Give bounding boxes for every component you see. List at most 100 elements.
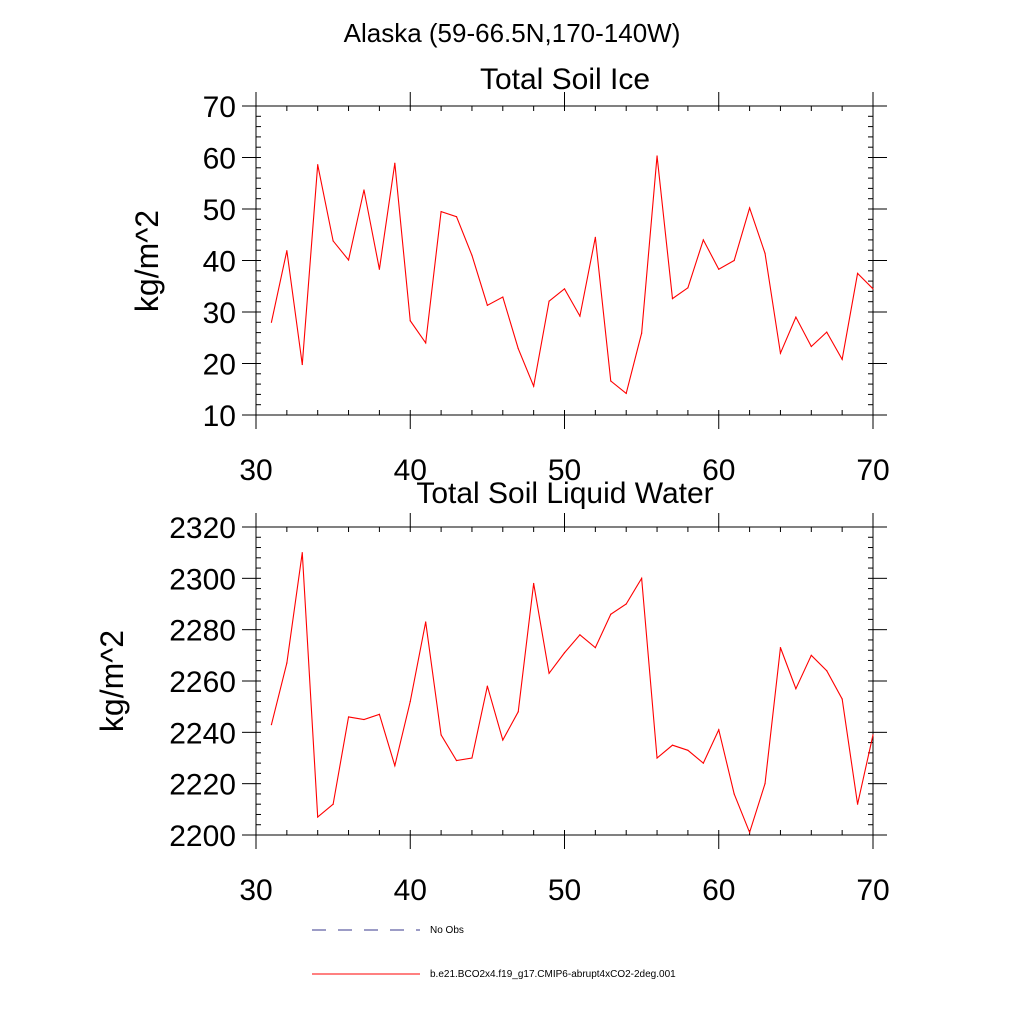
panel-2-y-tick-label: 2300 bbox=[169, 563, 236, 596]
panel-1-y-tick-label: 20 bbox=[203, 349, 236, 382]
panel-2-data-point bbox=[286, 662, 288, 664]
panel-2-data-point bbox=[347, 716, 350, 718]
panel-1-data-point bbox=[286, 250, 288, 252]
panel-2-y-tick-label: 2320 bbox=[169, 512, 236, 545]
panel-2-data-point bbox=[471, 757, 473, 759]
panel-1-data-point bbox=[502, 296, 504, 298]
panel-2-data-point bbox=[455, 759, 458, 762]
figure-suptitle: Alaska (59-66.5N,170-140W) bbox=[344, 18, 681, 48]
panel-2-data-point bbox=[671, 744, 674, 746]
panel-2-data-point bbox=[795, 688, 797, 690]
panel-1-y-tick-label: 10 bbox=[203, 400, 236, 433]
panel-2-data-point bbox=[810, 654, 812, 656]
panel-1-data-point bbox=[687, 287, 689, 289]
panel-2-data-point bbox=[764, 783, 766, 785]
panel-1-y-tick-label: 60 bbox=[203, 143, 236, 176]
panel-2-x-tick-label: 40 bbox=[394, 874, 427, 907]
panel-2-data-point bbox=[517, 711, 519, 713]
panel-1-data-point bbox=[517, 347, 519, 350]
panel-total-soil-liquid-water: Total Soil Liquid Water kg/m^2 30 40 50 60 7… bbox=[94, 477, 890, 907]
panel-1-data-point bbox=[347, 259, 350, 261]
panel-2-data-point bbox=[394, 765, 396, 767]
panel-1-data-point bbox=[409, 320, 411, 322]
panel-2-data-point bbox=[594, 647, 596, 649]
panel-1-data-point bbox=[332, 240, 334, 242]
panel-2-data-point bbox=[440, 734, 442, 736]
panel-2-ylabel: kg/m^2 bbox=[94, 630, 130, 732]
panel-1-data-point bbox=[563, 288, 566, 290]
panel-2-frame bbox=[255, 526, 874, 836]
panel-2-data-point bbox=[856, 803, 859, 805]
panel-2-data-point bbox=[779, 647, 782, 649]
panel-1-data-point bbox=[594, 236, 596, 238]
panel-1-data-point bbox=[301, 363, 303, 366]
panel-2-data-point bbox=[733, 793, 735, 795]
panel-2-data-point bbox=[579, 634, 581, 636]
panel-2-x-tick-label: 60 bbox=[702, 874, 735, 907]
panel-2-data-point bbox=[641, 577, 643, 579]
panel-1-y-tick-label: 40 bbox=[203, 246, 236, 279]
panel-1-data-point bbox=[656, 155, 658, 157]
panel-1-data-point bbox=[764, 252, 766, 254]
panel-2-y-tick-label: 2200 bbox=[169, 820, 236, 853]
panel-2-data-point bbox=[841, 698, 843, 700]
panel-1-x-tick-label: 40 bbox=[394, 454, 427, 487]
panel-2-data-point bbox=[486, 685, 488, 687]
panel-1-data-point bbox=[440, 210, 442, 213]
panel-1-data-point bbox=[455, 216, 458, 218]
panel-1-data-point bbox=[610, 380, 612, 382]
panel-1-x-tick-label: 50 bbox=[548, 454, 581, 487]
panel-1-data-point bbox=[702, 239, 704, 241]
panel-2-data-point bbox=[610, 613, 612, 615]
panel-1-data-point bbox=[795, 316, 797, 318]
panel-1-data-point bbox=[425, 342, 427, 344]
legend: No Obs b.e21.BCO2x4.f19_g17.CMIP6-abrupt… bbox=[312, 925, 676, 980]
panel-1-data-point bbox=[579, 315, 581, 317]
panel-2-data-point bbox=[826, 670, 828, 672]
panel-1-ylabel: kg/m^2 bbox=[129, 210, 165, 312]
panel-1-data-point bbox=[641, 332, 643, 334]
panel-1-x-tick-label: 70 bbox=[856, 454, 889, 487]
panel-1-data-point bbox=[394, 162, 396, 164]
panel-1-data-point bbox=[841, 358, 843, 360]
panel-2-data-point bbox=[718, 729, 720, 731]
legend-model-label: b.e21.BCO2x4.f19_g17.CMIP6-abrupt4xCO2-2… bbox=[430, 969, 676, 980]
panel-2-data-point bbox=[656, 757, 658, 759]
panel-1-data-point bbox=[548, 300, 550, 302]
panel-1-title: Total Soil Ice bbox=[480, 63, 650, 96]
legend-obs-label: No Obs bbox=[430, 925, 464, 936]
panel-2-data-point bbox=[409, 700, 411, 703]
panel-2-data-point bbox=[625, 603, 627, 605]
panel-1-data-point bbox=[486, 304, 488, 306]
panel-2-data-point bbox=[301, 552, 303, 554]
panel-1-x-tick-label: 30 bbox=[239, 454, 272, 487]
panel-1-x-tick-label: 60 bbox=[702, 454, 735, 487]
panel-2-data-point bbox=[687, 749, 689, 751]
panel-1-y-tick-label: 70 bbox=[203, 91, 236, 124]
panel-1-data-point bbox=[856, 272, 859, 274]
panel-1-data-point bbox=[826, 331, 828, 333]
panel-2-data-point bbox=[548, 672, 550, 674]
panel-2-y-tick-label: 2280 bbox=[169, 615, 236, 648]
panel-1-data-point bbox=[471, 254, 473, 256]
panel-1-series bbox=[270, 155, 874, 395]
panel-2-series-line-0 bbox=[270, 552, 874, 835]
panel-2-data-point bbox=[378, 713, 380, 715]
panel-2-data-point bbox=[533, 582, 535, 585]
panel-2-x-tick-label: 30 bbox=[239, 874, 272, 907]
panel-2-data-point bbox=[502, 739, 504, 741]
panel-2-data-point bbox=[363, 718, 365, 721]
panel-1-y-tick-label: 50 bbox=[203, 194, 236, 227]
panel-1-data-point bbox=[363, 189, 365, 191]
panel-1-data-point bbox=[625, 392, 627, 394]
panel-2-y-tick-label: 2240 bbox=[169, 717, 236, 750]
panel-2-y-tick-label: 2260 bbox=[169, 666, 236, 699]
panel-2-data-point bbox=[270, 724, 273, 726]
panel-1-data-point bbox=[270, 321, 273, 323]
panel-1-data-point bbox=[378, 268, 380, 270]
panel-1-data-point bbox=[810, 345, 812, 348]
panel-2-series bbox=[270, 552, 874, 835]
panel-2-data-point bbox=[872, 734, 874, 736]
panel-1-data-point bbox=[533, 385, 535, 387]
